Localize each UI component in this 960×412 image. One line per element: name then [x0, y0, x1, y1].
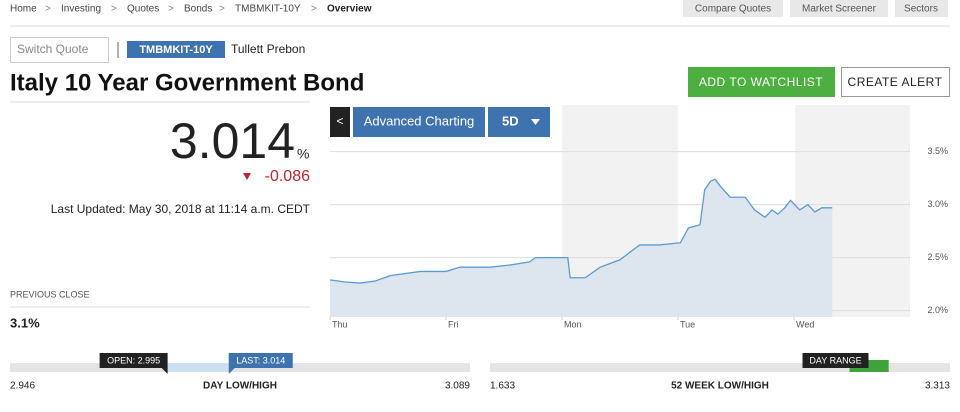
nav-button-label[interactable]: Compare Quotes	[695, 4, 771, 15]
alert-button-label[interactable]: CREATE ALERT	[848, 75, 943, 89]
crumb[interactable]: TMBMKIT-10Y	[235, 4, 301, 15]
separator: >	[45, 4, 51, 15]
y-tick-label: 3.0%	[927, 199, 948, 209]
last-updated: Last Updated: May 30, 2018 at 11:14 a.m.…	[51, 202, 311, 216]
ticker-badge	[127, 41, 225, 58]
separator: >	[168, 4, 174, 15]
x-tick-label: Thu	[332, 319, 348, 329]
watchlist-button[interactable]	[688, 67, 835, 97]
source: Tullett Prebon	[231, 42, 305, 56]
range-high: 3.089	[445, 381, 470, 392]
open-pointer	[161, 368, 168, 374]
watchlist-button-label[interactable]: ADD TO WATCHLIST	[699, 75, 823, 89]
crumb[interactable]: Bonds	[184, 4, 212, 15]
range-high: 3.313	[925, 381, 950, 392]
x-tick-label: Mon	[564, 319, 582, 329]
last-pointer	[228, 368, 235, 374]
nav-button[interactable]	[683, 0, 783, 17]
open-label: OPEN: 2.995	[107, 355, 160, 365]
advanced-charting-label[interactable]: Advanced Charting	[364, 113, 475, 128]
y-tick-label: 3.5%	[927, 146, 948, 156]
range-label: DAY LOW/HIGH	[203, 381, 277, 392]
open-last-span	[167, 363, 229, 372]
price-unit: %	[297, 146, 309, 162]
chart: 2.0% 2.5% 3.0% 3.5% Thu Fri Mon Tue Wed	[329, 146, 948, 329]
crumb[interactable]: Home	[10, 4, 37, 15]
y-tick-label: 2.0%	[927, 305, 948, 315]
ticker: TMBMKIT-10Y	[139, 44, 213, 56]
nav-button[interactable]	[895, 0, 948, 17]
day-range-flag	[802, 353, 869, 368]
y-tick-label: 2.5%	[927, 252, 948, 262]
price: 3.014	[170, 113, 295, 169]
nav-button-label[interactable]: Sectors	[904, 4, 938, 15]
area	[330, 179, 833, 317]
search-input[interactable]	[10, 37, 109, 63]
nav-button[interactable]	[790, 0, 888, 17]
x-tick-label: Wed	[796, 319, 814, 329]
last-label: LAST: 3.014	[236, 355, 285, 365]
down-arrow	[243, 173, 251, 180]
previous-close-value: 3.1%	[10, 315, 40, 330]
range-low: 2.946	[10, 381, 35, 392]
page-title: Italy 10 Year Government Bond	[10, 69, 364, 96]
separator: >	[311, 4, 317, 15]
x-tick-label: Tue	[680, 319, 695, 329]
search-placeholder[interactable]: Switch Quote	[17, 42, 89, 56]
period-button[interactable]	[488, 107, 550, 137]
crumb[interactable]: Investing	[61, 4, 101, 15]
ranges: 2.946 3.089 DAY LOW/HIGH OPEN: 2.995 LAST: 3…	[10, 353, 950, 392]
price-change: -0.086	[265, 168, 310, 185]
separator: >	[219, 4, 225, 15]
advanced-charting-button[interactable]	[353, 107, 485, 137]
range-label: 52 WEEK LOW/HIGH	[671, 381, 769, 392]
separator: >	[111, 4, 117, 15]
line	[329, 178, 833, 284]
breadcrumb: Home > Investing > Quotes > Bonds > TMBM…	[10, 4, 372, 15]
range-track	[490, 363, 950, 372]
dropdown-icon[interactable]	[531, 119, 540, 125]
back-button[interactable]	[330, 107, 350, 137]
crumb[interactable]: Quotes	[127, 4, 159, 15]
alert-button[interactable]	[841, 67, 950, 97]
crumb-current: Overview	[327, 4, 372, 15]
period-label[interactable]: 5D	[502, 113, 519, 128]
previous-close-label: PREVIOUS CLOSE	[10, 289, 90, 299]
x-tick-label: Fri	[448, 319, 459, 329]
back-icon[interactable]: <	[336, 114, 343, 128]
nav-button-label[interactable]: Market Screener	[802, 4, 877, 15]
day-range-flag-label: DAY RANGE	[809, 355, 861, 365]
range-low: 1.633	[490, 381, 515, 392]
open-flag	[99, 353, 168, 368]
last-flag	[228, 353, 293, 368]
